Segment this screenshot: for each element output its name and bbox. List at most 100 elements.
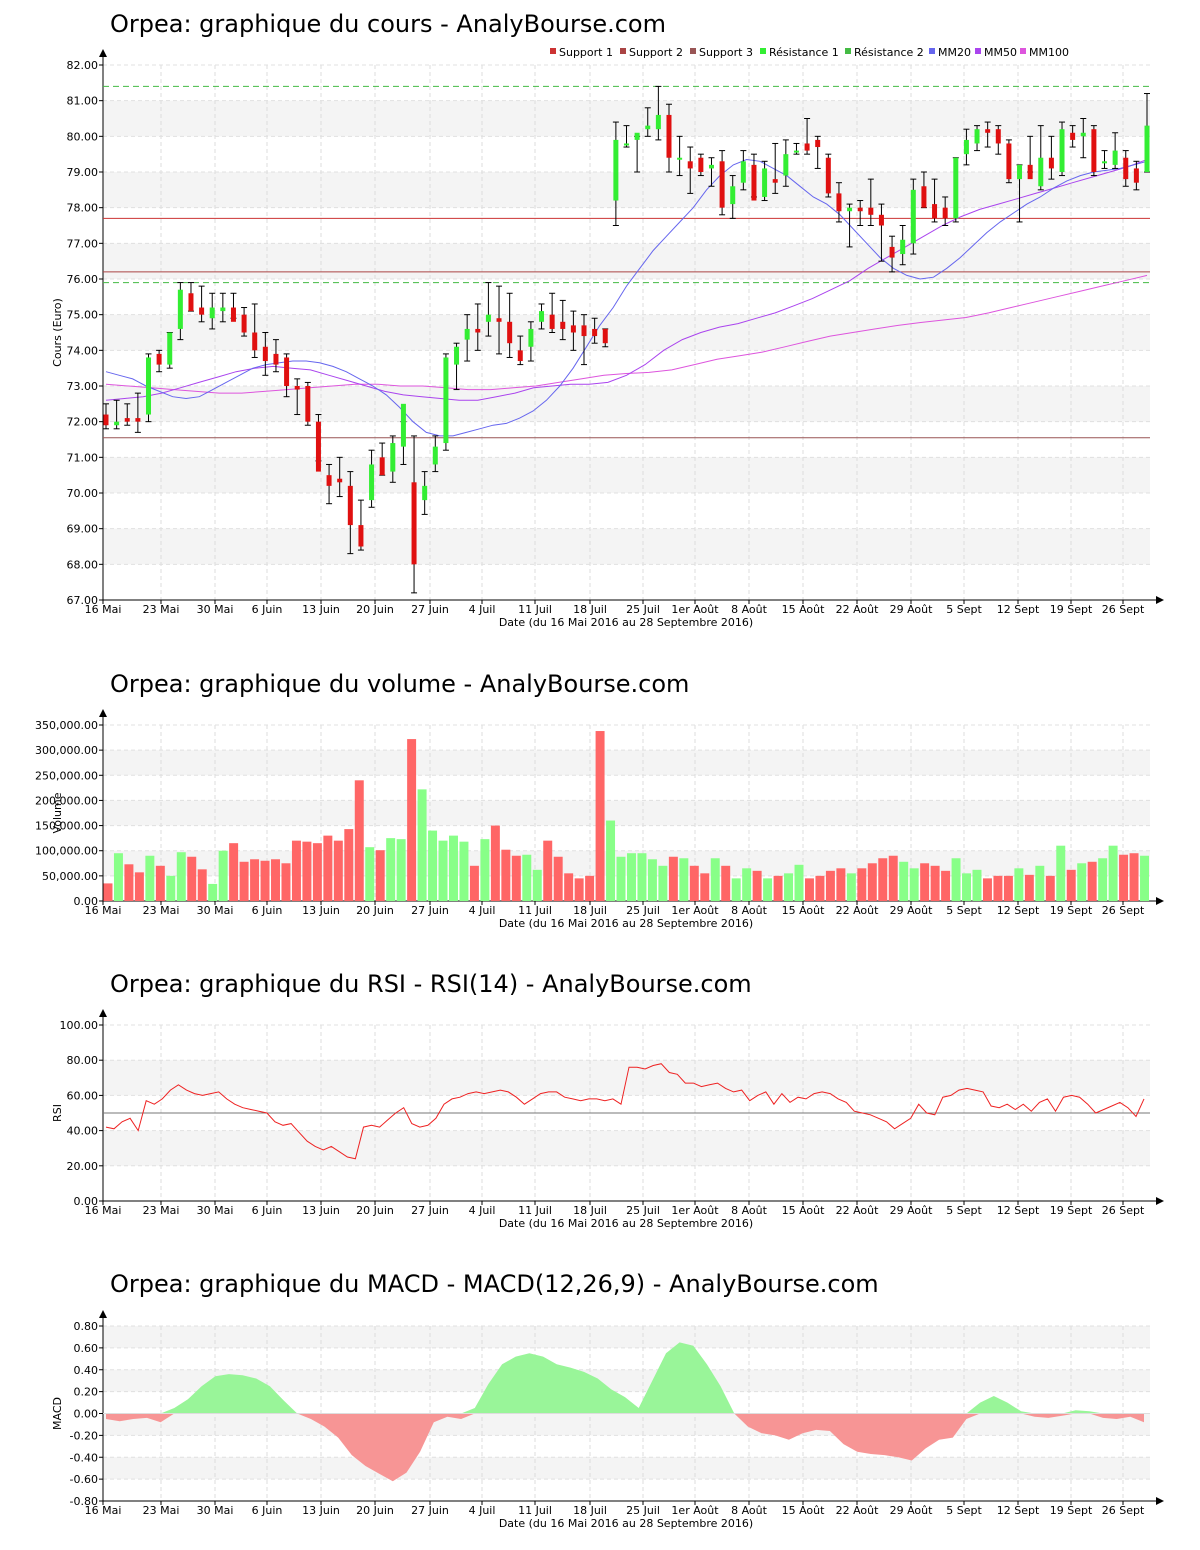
x-tick-label: 27 Juin [411,1504,449,1517]
x-tick-label: 11 Juil [518,1204,552,1217]
y-tick-label: 100.00 [60,1019,99,1032]
candle [592,329,597,336]
volume-bar [795,865,804,901]
grid-band [103,457,1150,493]
volume-bar [156,866,165,901]
volume-bar [836,868,845,901]
candle [603,329,608,343]
candle [805,143,810,150]
x-tick-label: 13 Juin [302,1204,340,1217]
volume-bar [847,873,856,901]
volume-bar [784,873,793,901]
volume-bar [145,856,154,901]
candle [337,479,342,483]
candle [836,193,841,211]
volume-bar [711,858,720,901]
volume-bar [878,858,887,901]
volume-bar [491,826,500,901]
volume-bar [480,839,489,901]
volume-bar [1014,868,1023,901]
volume-bar [449,836,458,901]
volume-bar [386,838,395,901]
volume-bar [1004,876,1013,901]
volume-bar [407,739,416,901]
x-tick-label: 11 Juil [518,1504,552,1517]
y-tick-label: 150,000.00 [35,820,98,833]
volume-chart: 0.00 50,000.00 100,000.00 150,000.00 200,000… [0,660,1200,940]
x-tick-label: 1er Août [671,904,719,917]
volume-bar [271,859,280,901]
x-tick-label: 8 Août [731,1204,768,1217]
volume-bar [1098,858,1107,901]
volume-bar [658,866,667,901]
candle [773,179,778,183]
x-tick-label: 29 Août [890,904,934,917]
candle [847,208,852,212]
legend-swatch [760,48,766,54]
volume-bar [648,859,657,901]
legend-swatch [929,48,935,54]
volume-bar [344,829,353,901]
candle [858,208,863,212]
volume-bar [533,870,542,901]
candle [1113,151,1118,165]
x-tick-label: 30 Mai [197,1204,234,1217]
x-tick-label: 23 Mai [143,1204,180,1217]
candle [794,151,799,153]
volume-bar [554,857,563,901]
x-tick-label: 5 Sept [946,603,982,616]
volume-bar [459,842,468,901]
volume-bar [690,866,699,901]
x-tick-label: 16 Mai [85,904,122,917]
x-tick-label: 29 Août [890,1204,934,1217]
volume-bar [313,843,322,901]
candle [571,325,576,332]
candle [645,126,650,130]
volume-bar [973,870,982,901]
legend-label: Support 1 [559,46,613,59]
x-tick-label: 18 Juil [573,603,607,616]
candle [327,475,332,486]
volume-bar [1067,870,1076,901]
candle [815,140,820,147]
x-tick-label: 22 Août [836,603,880,616]
y-tick-label: -0.20 [70,1429,98,1442]
volume-bar [323,836,332,901]
volume-bar [617,857,626,901]
volume-panel: Orpea: graphique du volume - AnalyBourse… [0,660,1200,940]
candle [751,165,756,201]
x-tick-label: 13 Juin [302,904,340,917]
y-tick-label: 0.20 [74,1386,99,1399]
grid-band [103,243,1150,279]
volume-bar [439,841,448,901]
candle [666,115,671,158]
candle [252,333,257,351]
candle [295,386,300,390]
candle [422,486,427,500]
x-tick-label: 19 Sept [1050,904,1093,917]
volume-bar [470,866,479,901]
x-tick-label: 23 Mai [143,603,180,616]
volume-bar [1140,856,1149,901]
volume-bar [219,851,228,901]
y-tick-label: 69.00 [67,523,99,536]
candle [486,315,491,322]
volume-bar [522,855,531,901]
legend-label: MM50 [984,46,1017,59]
candle [911,190,916,244]
x-tick-label: 20 Juin [356,1504,394,1517]
volume-bar [868,863,877,901]
candle [188,293,193,311]
candle [273,354,278,365]
x-tick-label: 23 Mai [143,904,180,917]
volume-bar [187,857,196,901]
y-tick-label: 68.00 [67,558,99,571]
x-tick-label: 26 Sept [1102,603,1145,616]
x-tick-label: 25 Juil [626,603,660,616]
x-tick-label: 29 Août [890,1504,934,1517]
x-tick-label: 29 Août [890,603,934,616]
volume-bar [261,861,270,901]
y-tick-label: 78.00 [67,202,99,215]
candle [720,161,725,207]
candle [741,161,746,182]
